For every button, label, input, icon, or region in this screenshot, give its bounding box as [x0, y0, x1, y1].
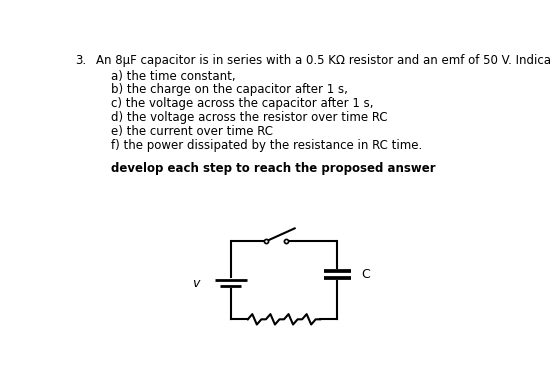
Text: An 8μF capacitor is in series with a 0.5 KΩ resistor and an emf of 50 V. Indicat: An 8μF capacitor is in series with a 0.5… [96, 54, 550, 67]
Text: v: v [192, 277, 200, 290]
Text: d) the voltage across the resistor over time RC: d) the voltage across the resistor over … [111, 111, 388, 124]
Text: C: C [361, 268, 370, 281]
Text: c) the voltage across the capacitor after 1 s,: c) the voltage across the capacitor afte… [111, 98, 374, 110]
Text: 3.: 3. [75, 54, 86, 67]
Text: e) the current over time RC: e) the current over time RC [111, 125, 273, 138]
Text: b) the charge on the capacitor after 1 s,: b) the charge on the capacitor after 1 s… [111, 84, 348, 96]
Text: develop each step to reach the proposed answer: develop each step to reach the proposed … [111, 162, 436, 176]
Text: a) the time constant,: a) the time constant, [111, 70, 236, 82]
Text: f) the power dissipated by the resistance in RC time.: f) the power dissipated by the resistanc… [111, 139, 422, 152]
